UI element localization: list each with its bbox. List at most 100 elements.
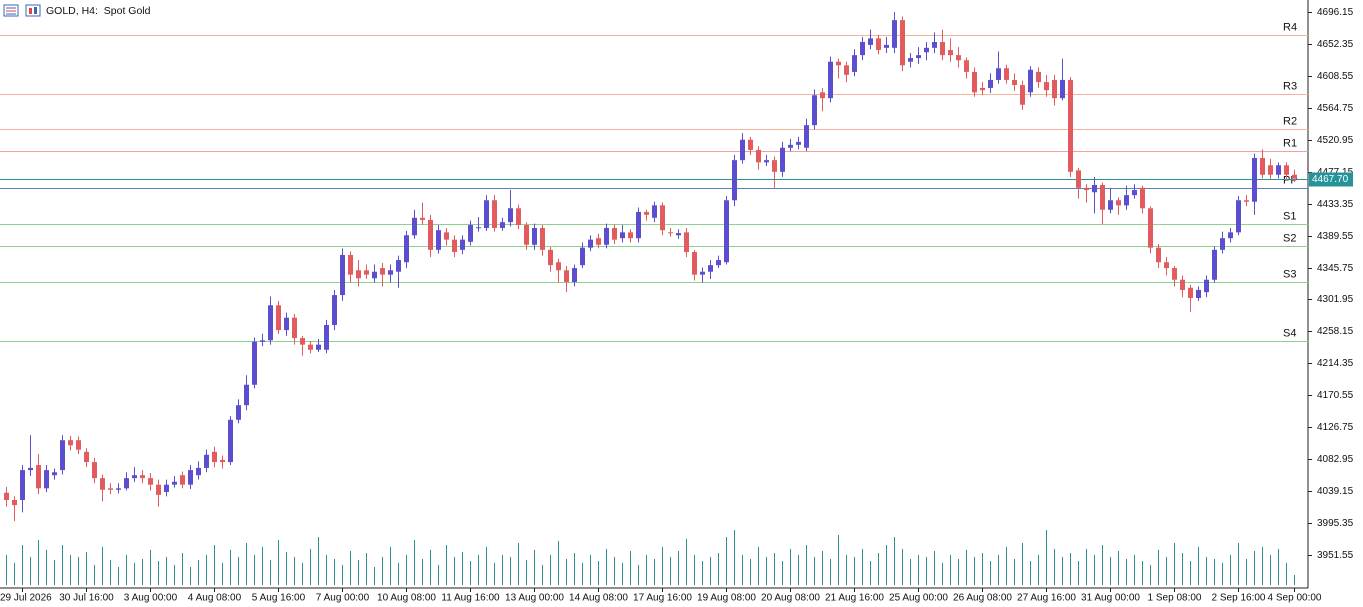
x-tick-label: 11 Aug 16:00: [441, 593, 500, 604]
candle-body: [540, 227, 545, 250]
candle-body: [764, 160, 769, 163]
candle-body: [492, 200, 497, 228]
candle-body: [428, 219, 433, 250]
candle-body: [828, 61, 833, 99]
candle-body: [684, 232, 689, 253]
candle-body: [660, 205, 665, 231]
candle-body: [1180, 279, 1185, 290]
candle-body: [140, 475, 145, 479]
candle-body: [100, 478, 105, 490]
candle-body: [932, 42, 937, 48]
pivot-label: S3: [1283, 268, 1296, 280]
candle-body: [316, 344, 321, 350]
candle-body: [1284, 165, 1289, 175]
candle-body: [220, 459, 225, 463]
candle-body: [756, 149, 761, 163]
candle-body: [548, 249, 553, 266]
y-tick-label: 4564.75: [1317, 103, 1354, 114]
candle-body: [532, 227, 537, 245]
candle-body: [988, 79, 993, 88]
candle-body: [748, 139, 753, 150]
candle-body: [908, 58, 913, 62]
candle-body: [1196, 289, 1201, 298]
candle-body: [172, 481, 177, 485]
candle-body: [876, 38, 881, 51]
candle-body: [36, 464, 41, 489]
candle-body: [692, 252, 697, 275]
candle-body: [1036, 71, 1041, 83]
candle-body: [188, 470, 193, 485]
candle-body: [1084, 187, 1089, 191]
candle-body: [212, 451, 217, 463]
candle-body: [1156, 247, 1161, 263]
candle-body: [812, 95, 817, 126]
candle-body: [1068, 79, 1073, 172]
candle-body: [1268, 165, 1273, 175]
candle-body: [1276, 165, 1281, 175]
candle-body: [844, 65, 849, 75]
x-tick-label: 19 Aug 08:00: [697, 593, 756, 604]
candle-body: [516, 208, 521, 226]
candle-body: [180, 475, 185, 485]
candle-body: [676, 233, 681, 236]
candle-body: [388, 270, 393, 275]
candle-body: [740, 139, 745, 161]
candle-body: [1124, 195, 1129, 206]
candle-body: [1252, 157, 1257, 202]
candle-body: [580, 247, 585, 266]
x-tick-label: 20 Aug 08:00: [761, 593, 820, 604]
y-tick-label: 4126.75: [1317, 422, 1354, 433]
candle-body: [1132, 190, 1137, 196]
y-tick-label: 4433.35: [1317, 199, 1354, 210]
candle-body: [508, 208, 513, 223]
candle-body: [452, 239, 457, 253]
candle-body: [724, 200, 729, 263]
x-tick-label: 13 Aug 00:00: [505, 593, 564, 604]
candle-body: [732, 160, 737, 201]
candle-body: [900, 20, 905, 66]
pivot-label: S4: [1283, 327, 1296, 339]
x-tick-label: 1 Sep 08:00: [1148, 593, 1202, 604]
y-tick-label: 3951.55: [1317, 550, 1354, 561]
candle-body: [332, 295, 337, 325]
candle-body: [244, 384, 249, 406]
candle-body: [364, 270, 369, 275]
candle-body: [4, 492, 9, 500]
candle-body: [884, 44, 889, 48]
candle-body: [156, 484, 161, 495]
pivot-label: R3: [1283, 80, 1297, 92]
pivot-label: S2: [1283, 232, 1296, 244]
candle-body: [124, 478, 129, 489]
x-tick-label: 30 Jul 16:00: [59, 593, 114, 604]
icon: [25, 4, 41, 17]
candle-body: [44, 470, 49, 489]
candle-body: [916, 55, 921, 59]
pivot-label: S1: [1283, 210, 1296, 222]
candle-body: [92, 462, 97, 479]
y-tick-label: 4170.55: [1317, 390, 1354, 401]
candle-body: [620, 232, 625, 239]
candle-body: [636, 211, 641, 239]
candle-body: [1060, 79, 1065, 99]
icon: [29, 8, 32, 14]
y-tick-label: 4520.95: [1317, 135, 1354, 146]
candle-body: [444, 232, 449, 240]
candle-body: [1108, 200, 1113, 210]
x-tick-label: 26 Aug 08:00: [953, 593, 1012, 604]
x-tick-label: 2 Sep 16:00: [1212, 593, 1266, 604]
candle-body: [780, 147, 785, 172]
y-tick-label: 4258.15: [1317, 326, 1354, 337]
x-tick-label: 10 Aug 08:00: [377, 593, 436, 604]
candle-body: [556, 262, 561, 271]
candle-body: [652, 205, 657, 218]
candle-body: [404, 235, 409, 263]
candle-body: [1172, 268, 1177, 280]
icon: [34, 7, 37, 14]
candle-body: [260, 340, 265, 342]
candle-body: [1204, 279, 1209, 293]
chart-icons: [3, 4, 41, 17]
candle-body: [356, 270, 361, 279]
candle-body: [1076, 170, 1081, 188]
